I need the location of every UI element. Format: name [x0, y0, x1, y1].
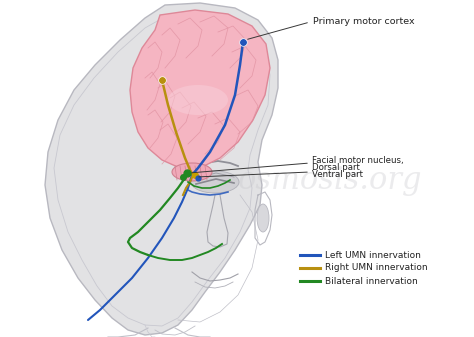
Polygon shape [45, 3, 278, 335]
Text: Ventral part: Ventral part [312, 170, 363, 179]
Text: osmosis.org: osmosis.org [238, 164, 422, 195]
Ellipse shape [257, 204, 269, 232]
Ellipse shape [172, 163, 212, 181]
Text: Left UMN innervation: Left UMN innervation [325, 250, 421, 259]
Ellipse shape [168, 85, 228, 115]
Text: Dorsal part: Dorsal part [312, 163, 360, 172]
Text: Right UMN innervation: Right UMN innervation [325, 264, 428, 273]
Polygon shape [130, 10, 270, 168]
Text: Facial motor nucleus,: Facial motor nucleus, [312, 156, 404, 165]
Text: Bilateral innervation: Bilateral innervation [325, 276, 418, 285]
Text: Primary motor cortex: Primary motor cortex [313, 18, 415, 27]
Ellipse shape [191, 171, 239, 193]
